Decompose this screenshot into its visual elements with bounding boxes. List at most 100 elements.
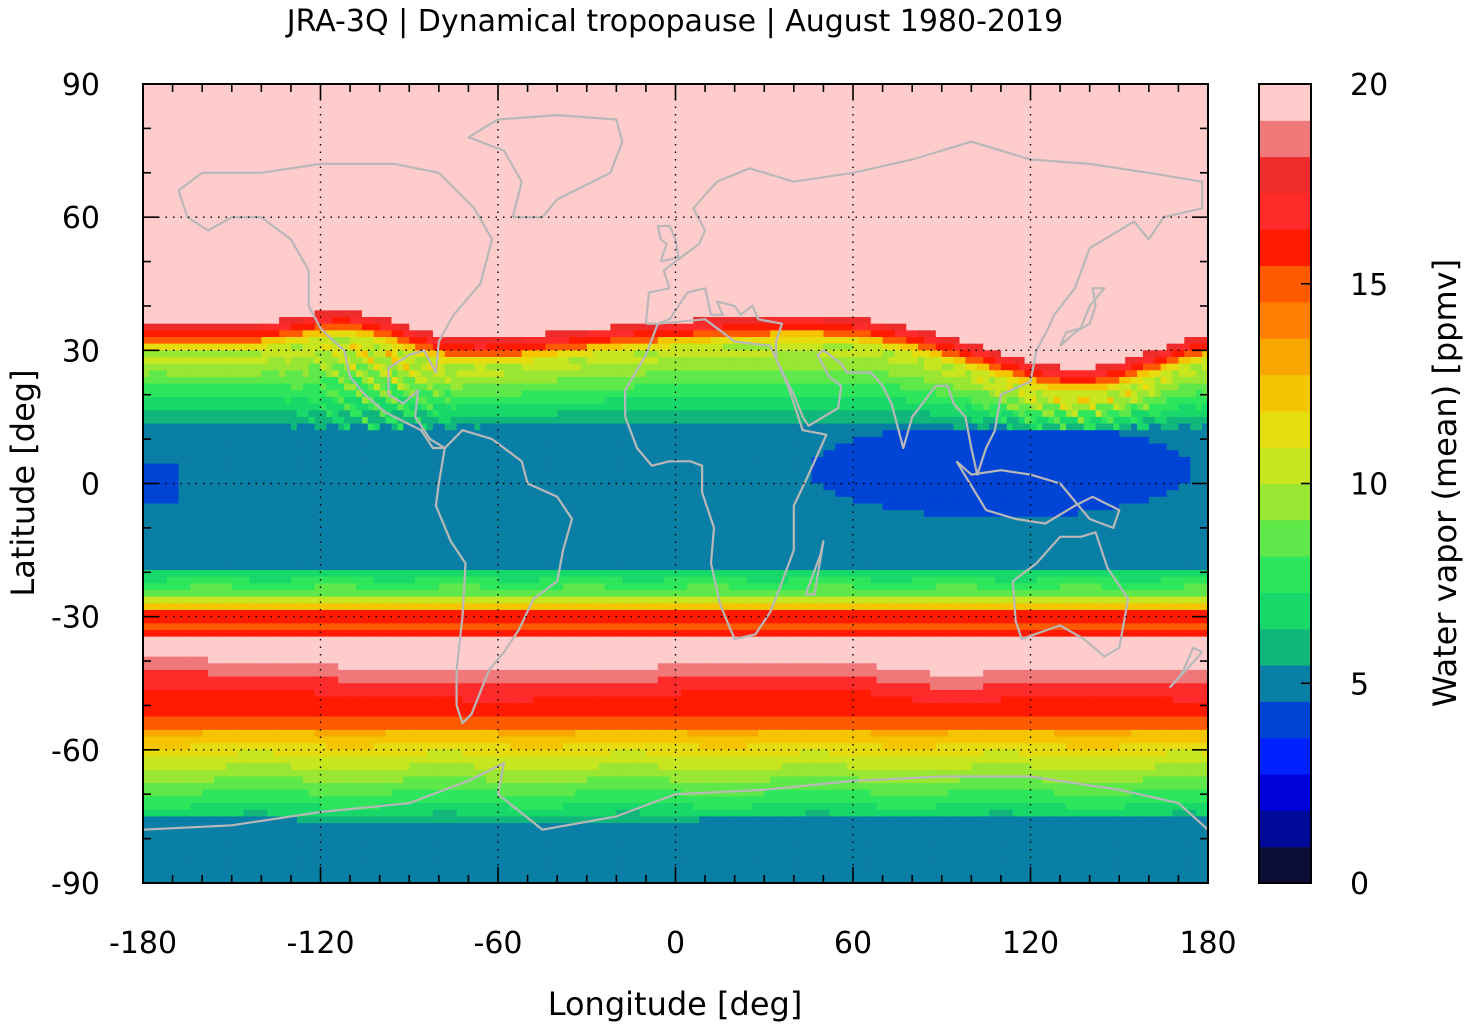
field-cell xyxy=(1066,210,1073,218)
field-cell xyxy=(663,197,671,205)
field-cell xyxy=(237,203,245,212)
field-cell xyxy=(1125,123,1132,132)
field-cell xyxy=(1077,150,1085,158)
field-cell xyxy=(995,230,1002,238)
field-cell xyxy=(740,110,748,118)
field-cell xyxy=(373,157,381,165)
field-cell xyxy=(533,150,541,158)
field-cell xyxy=(663,243,671,252)
field-cell xyxy=(1184,230,1191,238)
field-cell xyxy=(947,210,955,218)
field-cell xyxy=(290,230,298,238)
field-cell xyxy=(634,217,641,225)
field-cell xyxy=(403,117,410,125)
field-cell xyxy=(610,103,617,112)
field-cell xyxy=(598,243,606,252)
field-cell xyxy=(711,170,718,178)
field-cell xyxy=(929,230,937,238)
field-cell xyxy=(296,257,304,265)
field-cell xyxy=(379,163,387,172)
field-cell xyxy=(219,157,227,165)
field-cell xyxy=(1071,190,1079,198)
field-cell xyxy=(1048,190,1055,198)
field-cell xyxy=(1000,117,1008,125)
field-cell xyxy=(474,117,481,125)
field-cell xyxy=(415,210,422,218)
field-cell xyxy=(1024,103,1032,112)
field-cell xyxy=(190,223,197,232)
field-cell xyxy=(965,197,972,205)
field-cell xyxy=(421,257,428,265)
field-cell xyxy=(421,197,428,205)
field-cell xyxy=(261,90,268,98)
field-cell xyxy=(610,263,617,272)
field-cell xyxy=(758,137,765,145)
field-cell xyxy=(1012,130,1020,138)
field-cell xyxy=(332,217,339,225)
field-cell xyxy=(296,97,304,105)
field-cell xyxy=(302,130,310,138)
field-cell xyxy=(486,123,493,132)
field-cell xyxy=(1066,123,1073,132)
field-cell xyxy=(273,143,280,152)
field-cell xyxy=(308,183,316,192)
field-cell xyxy=(699,84,706,92)
field-cell xyxy=(782,97,789,105)
field-cell xyxy=(770,97,777,105)
field-cell xyxy=(243,203,251,212)
field-cell xyxy=(1154,177,1162,185)
field-cell xyxy=(971,130,978,138)
field-cell xyxy=(640,163,647,172)
field-cell xyxy=(687,170,694,178)
field-cell xyxy=(675,183,683,192)
field-cell xyxy=(515,143,523,152)
field-cell xyxy=(1125,103,1132,112)
field-cell xyxy=(1166,237,1174,245)
field-cell xyxy=(669,84,677,92)
field-cell xyxy=(847,150,854,158)
field-cell xyxy=(787,263,795,272)
field-cell xyxy=(545,263,552,272)
field-cell xyxy=(634,117,641,125)
field-cell xyxy=(509,90,517,98)
field-cell xyxy=(675,163,683,172)
field-cell xyxy=(296,230,304,238)
field-cell xyxy=(450,143,458,152)
field-cell xyxy=(503,137,511,145)
field-cell xyxy=(912,217,919,225)
field-cell xyxy=(361,223,369,232)
field-cell xyxy=(261,123,268,132)
field-cell xyxy=(929,110,937,118)
field-cell xyxy=(1142,90,1150,98)
field-cell xyxy=(214,177,221,185)
field-cell xyxy=(687,183,694,192)
field-cell xyxy=(592,190,600,198)
field-cell xyxy=(782,103,789,112)
field-cell xyxy=(616,263,623,272)
field-cell xyxy=(924,137,931,145)
field-cell xyxy=(350,223,357,232)
field-cell xyxy=(444,243,452,252)
field-cell xyxy=(421,130,428,138)
field-cell xyxy=(989,117,996,125)
field-cell xyxy=(929,170,937,178)
field-cell xyxy=(356,110,363,118)
field-cell xyxy=(693,190,700,198)
field-cell xyxy=(941,103,949,112)
field-cell xyxy=(432,237,440,245)
field-cell xyxy=(243,143,251,152)
field-cell xyxy=(864,103,872,112)
field-cell xyxy=(1196,170,1203,178)
field-cell xyxy=(403,217,410,225)
field-cell xyxy=(320,183,328,192)
field-cell xyxy=(1018,197,1026,205)
field-cell xyxy=(675,210,683,218)
field-cell xyxy=(302,257,310,265)
field-cell xyxy=(326,137,333,145)
field-cell xyxy=(515,230,523,238)
field-cell xyxy=(308,230,316,238)
field-cell xyxy=(823,97,830,105)
field-cell xyxy=(397,170,404,178)
field-cell xyxy=(864,230,872,238)
field-cell xyxy=(521,130,529,138)
